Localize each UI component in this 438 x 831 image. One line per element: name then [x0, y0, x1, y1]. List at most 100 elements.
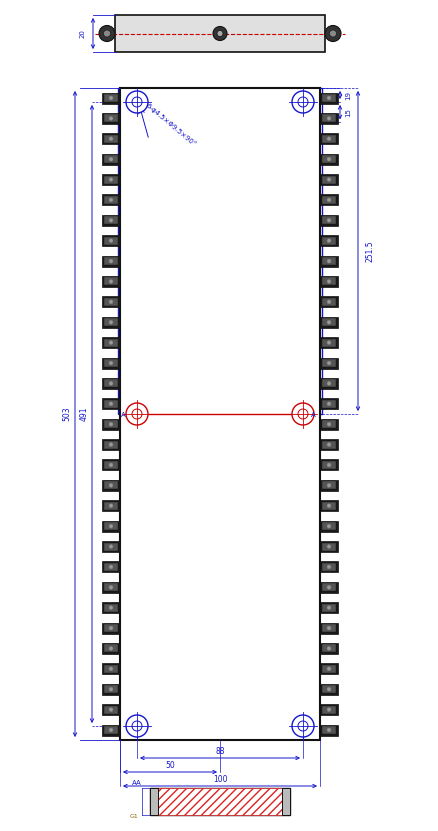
- Circle shape: [109, 687, 113, 691]
- Circle shape: [109, 626, 113, 630]
- Bar: [281, 788, 290, 815]
- Bar: [321, 522, 335, 530]
- Bar: [319, 622, 337, 633]
- Bar: [319, 704, 337, 715]
- Bar: [321, 196, 335, 204]
- Bar: [321, 603, 335, 612]
- Bar: [104, 115, 118, 122]
- Bar: [104, 135, 118, 143]
- Bar: [321, 339, 335, 347]
- Bar: [102, 194, 120, 205]
- Bar: [319, 297, 337, 307]
- Bar: [104, 481, 118, 489]
- Bar: [102, 602, 120, 613]
- Circle shape: [109, 300, 113, 304]
- Bar: [102, 256, 120, 267]
- Bar: [104, 645, 118, 652]
- Bar: [321, 624, 335, 632]
- Text: G1: G1: [130, 814, 138, 819]
- Bar: [321, 175, 335, 184]
- Circle shape: [297, 97, 307, 107]
- Bar: [319, 602, 337, 613]
- Bar: [319, 725, 337, 735]
- Bar: [319, 317, 337, 327]
- Bar: [102, 317, 120, 327]
- Bar: [321, 400, 335, 408]
- Bar: [321, 481, 335, 489]
- Bar: [104, 94, 118, 102]
- Bar: [319, 174, 337, 185]
- Circle shape: [109, 178, 113, 181]
- Circle shape: [109, 443, 113, 446]
- Bar: [321, 216, 335, 224]
- Bar: [321, 583, 335, 592]
- Bar: [102, 725, 120, 735]
- Circle shape: [326, 728, 330, 732]
- Bar: [319, 215, 337, 226]
- Bar: [102, 154, 120, 165]
- Circle shape: [326, 708, 330, 711]
- Circle shape: [109, 606, 113, 610]
- Bar: [104, 175, 118, 184]
- Circle shape: [109, 565, 113, 569]
- Bar: [102, 378, 120, 389]
- Bar: [104, 297, 118, 306]
- Bar: [104, 380, 118, 387]
- Bar: [102, 439, 120, 450]
- Bar: [321, 726, 335, 734]
- Bar: [104, 624, 118, 632]
- Circle shape: [324, 26, 340, 42]
- Bar: [104, 440, 118, 449]
- Text: 251.5: 251.5: [365, 240, 374, 262]
- Circle shape: [109, 484, 113, 487]
- Circle shape: [326, 381, 330, 386]
- Bar: [319, 663, 337, 674]
- Bar: [319, 194, 337, 205]
- Bar: [102, 133, 120, 145]
- Circle shape: [297, 721, 307, 731]
- Bar: [104, 706, 118, 714]
- Circle shape: [326, 361, 330, 365]
- Bar: [321, 420, 335, 428]
- Circle shape: [326, 116, 330, 120]
- Circle shape: [109, 544, 113, 548]
- Circle shape: [132, 97, 141, 107]
- Text: 88: 88: [215, 746, 224, 755]
- Text: A: A: [121, 412, 125, 418]
- Circle shape: [291, 715, 313, 737]
- Bar: [321, 135, 335, 143]
- Circle shape: [326, 565, 330, 569]
- Circle shape: [326, 238, 330, 243]
- Bar: [102, 113, 120, 124]
- Text: 503: 503: [62, 406, 71, 421]
- Circle shape: [126, 403, 148, 425]
- Circle shape: [326, 626, 330, 630]
- Text: 6-φ4.5×Φ9.5×90°: 6-φ4.5×Φ9.5×90°: [145, 102, 198, 148]
- Circle shape: [109, 666, 113, 671]
- Circle shape: [109, 504, 113, 508]
- Bar: [104, 686, 118, 693]
- Circle shape: [109, 116, 113, 120]
- Bar: [319, 460, 337, 470]
- Bar: [102, 500, 120, 511]
- Bar: [321, 461, 335, 469]
- Bar: [102, 419, 120, 430]
- Bar: [104, 339, 118, 347]
- Text: A: A: [310, 412, 315, 418]
- Circle shape: [326, 687, 330, 691]
- Bar: [102, 276, 120, 287]
- Circle shape: [109, 238, 113, 243]
- Text: AA: AA: [132, 780, 141, 786]
- Bar: [102, 663, 120, 674]
- Bar: [102, 562, 120, 573]
- Bar: [102, 398, 120, 410]
- Bar: [319, 521, 337, 532]
- Bar: [319, 479, 337, 491]
- Circle shape: [326, 524, 330, 529]
- Bar: [319, 133, 337, 145]
- Bar: [104, 278, 118, 286]
- Bar: [102, 460, 120, 470]
- Bar: [102, 92, 120, 104]
- Bar: [104, 318, 118, 327]
- Bar: [321, 278, 335, 286]
